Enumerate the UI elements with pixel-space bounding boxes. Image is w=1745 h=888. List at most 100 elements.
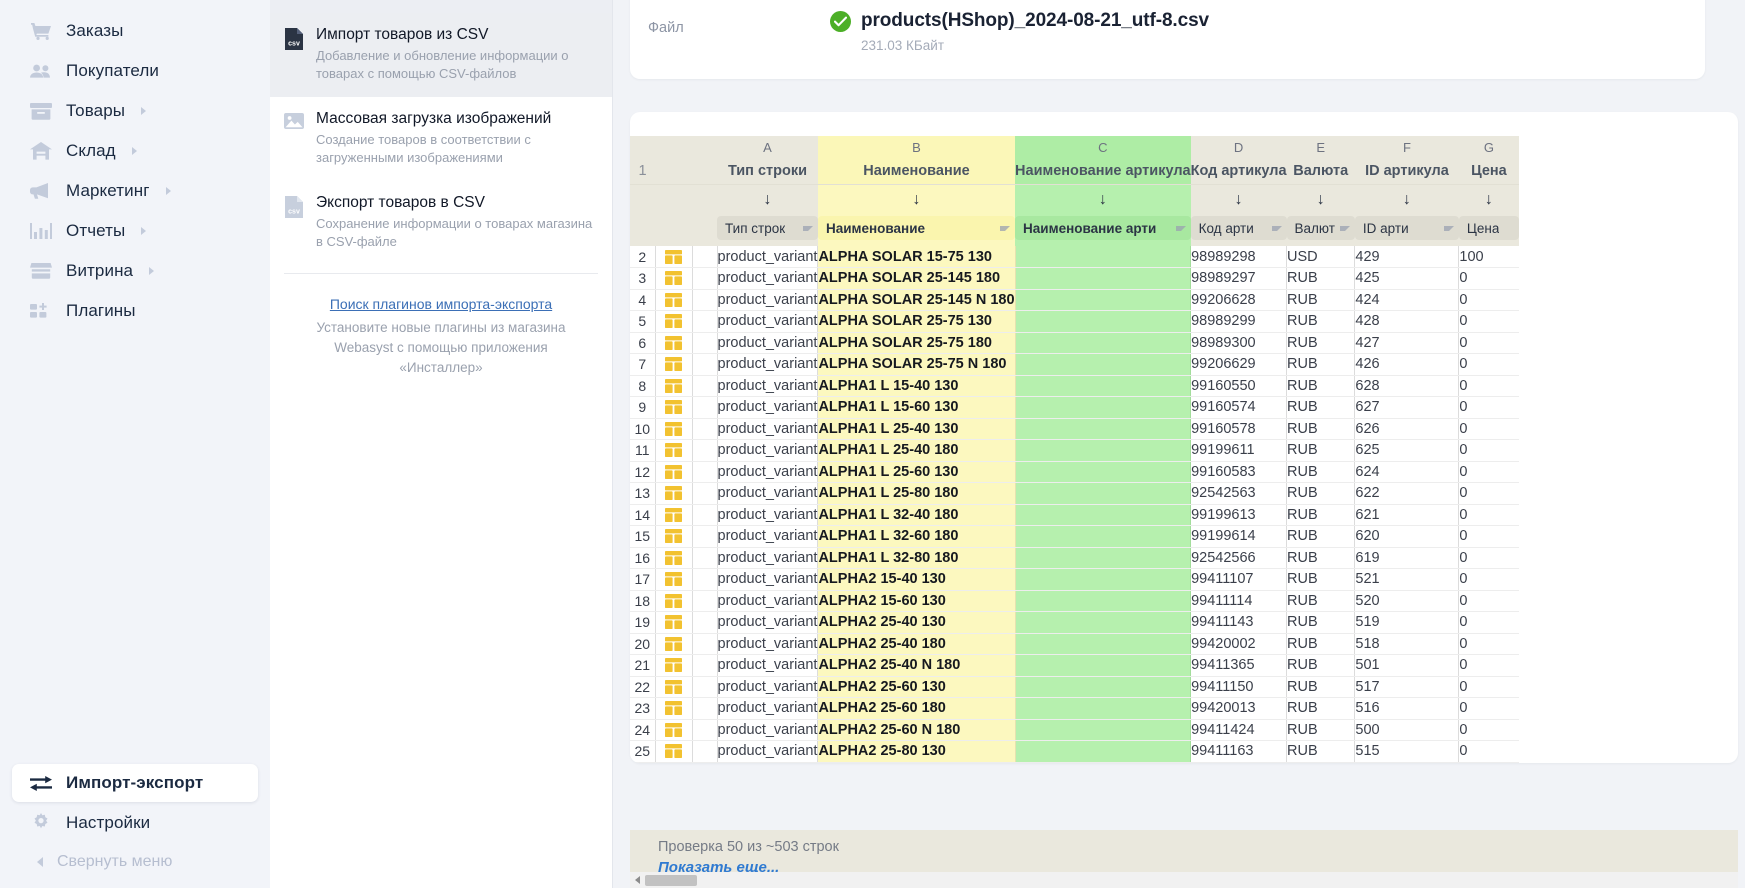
cell-name[interactable]: ALPHA1 L 15-60 130	[817, 396, 1016, 419]
cell-price[interactable]: 0	[1458, 439, 1519, 462]
cell-sku-name[interactable]	[1015, 353, 1192, 376]
cell-sku-code[interactable]: 99420002	[1190, 633, 1288, 655]
cell-row-type[interactable]: product_variant	[717, 633, 819, 655]
cell-name[interactable]: ALPHA1 L 25-60 130	[817, 461, 1016, 483]
cell-row-type[interactable]: product_variant	[717, 654, 819, 677]
cell-row-type[interactable]: product_variant	[717, 697, 819, 720]
cell-sku-code[interactable]: 99411107	[1190, 568, 1288, 591]
cell-price[interactable]: 100	[1458, 246, 1519, 268]
table-row[interactable]: 9 product_variant ALPHA1 L 15-60 130 991605…	[630, 396, 1519, 419]
cell-sku-id[interactable]: 424	[1354, 289, 1460, 311]
cell-currency[interactable]: USD	[1286, 246, 1356, 268]
cell-sku-name[interactable]	[1015, 633, 1192, 655]
cell-row-type[interactable]: product_variant	[717, 439, 819, 462]
cell-price[interactable]: 0	[1458, 504, 1519, 526]
cell-sku-id[interactable]: 427	[1354, 332, 1460, 354]
cell-row-type[interactable]: product_variant	[717, 719, 819, 741]
horizontal-scrollbar[interactable]	[630, 872, 1738, 888]
cell-name[interactable]: ALPHA2 25-40 130	[817, 611, 1016, 634]
cell-sku-code[interactable]: 98989299	[1190, 310, 1288, 333]
table-row[interactable]: 5 product_variant ALPHA SOLAR 25-75 130 989…	[630, 310, 1519, 333]
cell-name[interactable]: ALPHA SOLAR 25-75 N 180	[817, 353, 1016, 376]
cell-price[interactable]: 0	[1458, 654, 1519, 677]
mapping-select-d[interactable]: Код арти	[1190, 216, 1287, 240]
cell-sku-id[interactable]: 425	[1354, 267, 1460, 290]
cell-sku-code[interactable]: 99411150	[1190, 676, 1288, 698]
cell-sku-id[interactable]: 621	[1354, 504, 1460, 526]
column-letter-b[interactable]: B	[817, 136, 1016, 158]
cell-currency[interactable]: RUB	[1286, 461, 1356, 483]
cell-sku-id[interactable]: 501	[1354, 654, 1460, 677]
cell-price[interactable]: 0	[1458, 375, 1519, 397]
table-row[interactable]: 25 product_variant ALPHA2 25-80 130 9941116…	[630, 740, 1519, 763]
cell-name[interactable]: ALPHA2 15-60 130	[817, 590, 1016, 612]
scroll-left-icon[interactable]	[635, 876, 640, 884]
cell-sku-id[interactable]: 500	[1354, 719, 1460, 741]
cell-currency[interactable]: RUB	[1286, 611, 1356, 634]
cell-price[interactable]: 0	[1458, 611, 1519, 634]
cell-sku-name[interactable]	[1015, 439, 1192, 462]
cell-currency[interactable]: RUB	[1286, 719, 1356, 741]
cell-price[interactable]: 0	[1458, 568, 1519, 591]
table-row[interactable]: 15 product_variant ALPHA1 L 32-60 180 99199…	[630, 525, 1519, 548]
cell-row-type[interactable]: product_variant	[717, 676, 819, 698]
column-letter-a[interactable]: A	[717, 136, 818, 158]
cell-price[interactable]: 0	[1458, 633, 1519, 655]
sidebar-item-reports[interactable]: Отчеты	[12, 212, 258, 250]
cell-name[interactable]: ALPHA2 25-60 180	[817, 697, 1016, 720]
table-row[interactable]: 19 product_variant ALPHA2 25-40 130 9941114…	[630, 611, 1519, 634]
cell-sku-name[interactable]	[1015, 568, 1192, 591]
cell-sku-id[interactable]: 521	[1354, 568, 1460, 591]
column-letter-f[interactable]: F	[1354, 136, 1459, 158]
column-letter-d[interactable]: D	[1190, 136, 1287, 158]
cell-sku-name[interactable]	[1015, 482, 1192, 505]
cell-currency[interactable]: RUB	[1286, 740, 1356, 763]
cell-currency[interactable]: RUB	[1286, 375, 1356, 397]
table-row[interactable]: 14 product_variant ALPHA1 L 32-40 180 99199…	[630, 504, 1519, 526]
cell-sku-id[interactable]: 620	[1354, 525, 1460, 548]
table-row[interactable]: 24 product_variant ALPHA2 25-60 N 180 99411…	[630, 719, 1519, 741]
cell-sku-id[interactable]: 624	[1354, 461, 1460, 483]
cell-sku-name[interactable]	[1015, 676, 1192, 698]
cell-sku-code[interactable]: 99160583	[1190, 461, 1288, 483]
cell-currency[interactable]: RUB	[1286, 396, 1356, 419]
cell-sku-name[interactable]	[1015, 590, 1192, 612]
cell-row-type[interactable]: product_variant	[717, 525, 819, 548]
sidebar-item-import-export[interactable]: Импорт-экспорт	[12, 764, 258, 802]
cell-price[interactable]: 0	[1458, 590, 1519, 612]
cell-name[interactable]: ALPHA1 L 25-80 180	[817, 482, 1016, 505]
sidebar-item-orders[interactable]: Заказы	[12, 12, 258, 50]
mapping-select-b[interactable]: Наименование	[817, 216, 1016, 240]
mapping-select-c[interactable]: Наименование арти	[1015, 216, 1191, 240]
cell-row-type[interactable]: product_variant	[717, 267, 819, 290]
cell-name[interactable]: ALPHA2 25-40 180	[817, 633, 1016, 655]
sidebar-item-settings[interactable]: Настройки	[12, 804, 258, 842]
sidebar-item-storefront[interactable]: Витрина	[12, 252, 258, 290]
cell-row-type[interactable]: product_variant	[717, 504, 819, 526]
cell-row-type[interactable]: product_variant	[717, 568, 819, 591]
cell-sku-id[interactable]: 520	[1354, 590, 1460, 612]
cell-name[interactable]: ALPHA2 25-60 130	[817, 676, 1016, 698]
cell-sku-id[interactable]: 627	[1354, 396, 1460, 419]
cell-price[interactable]: 0	[1458, 332, 1519, 354]
table-row[interactable]: 13 product_variant ALPHA1 L 25-80 180 92542…	[630, 482, 1519, 505]
cell-price[interactable]: 0	[1458, 740, 1519, 763]
cell-price[interactable]: 0	[1458, 547, 1519, 569]
cell-name[interactable]: ALPHA2 25-40 N 180	[817, 654, 1016, 677]
cell-price[interactable]: 0	[1458, 525, 1519, 548]
cell-row-type[interactable]: product_variant	[717, 418, 819, 440]
cell-sku-code[interactable]: 99199611	[1190, 439, 1288, 462]
cell-sku-name[interactable]	[1015, 525, 1192, 548]
table-row[interactable]: 7 product_variant ALPHA SOLAR 25-75 N 180 9…	[630, 353, 1519, 376]
plugin-search-link[interactable]: Поиск плагинов импорта-экспорта	[329, 296, 553, 312]
cell-sku-name[interactable]	[1015, 246, 1192, 268]
sidebar-item-warehouse[interactable]: Склад	[12, 132, 258, 170]
sidebar-item-customers[interactable]: Покупатели	[12, 52, 258, 90]
scrollbar-thumb[interactable]	[645, 874, 697, 886]
cell-sku-id[interactable]: 625	[1354, 439, 1460, 462]
cell-price[interactable]: 0	[1458, 310, 1519, 333]
plugin-item-csv-export[interactable]: csv Экспорт товаров в CSV Сохранение инф…	[270, 181, 612, 265]
table-row[interactable]: 22 product_variant ALPHA2 25-60 130 9941115…	[630, 676, 1519, 698]
cell-currency[interactable]: RUB	[1286, 633, 1356, 655]
cell-sku-name[interactable]	[1015, 461, 1192, 483]
